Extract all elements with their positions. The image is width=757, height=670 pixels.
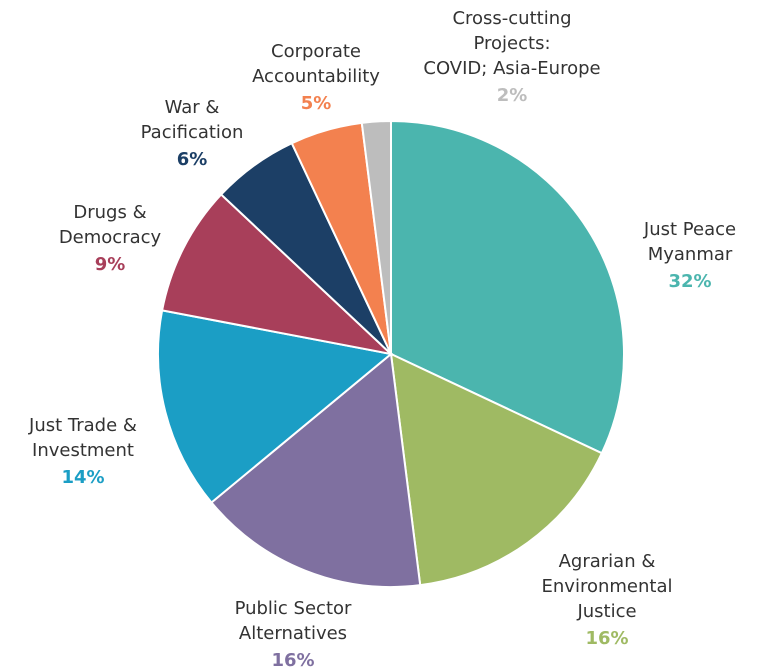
slice: [160, 193, 395, 356]
slice: [360, 119, 392, 355]
label-line: Cross-cutting: [452, 8, 571, 29]
label-line: Environmental: [542, 576, 673, 597]
label-line: COVID; Asia-Europe: [423, 58, 600, 79]
value-label: 32%: [668, 271, 711, 292]
label-line: Pacification: [141, 122, 244, 143]
slice-label: Drugs & Democracy: [59, 202, 162, 248]
value-label: 2%: [497, 85, 528, 106]
slice-label: Agrarian & Environmental Justice: [542, 551, 673, 622]
label-line: Agrarian &: [559, 551, 656, 572]
value-label: 6%: [177, 149, 208, 170]
value-label: 5%: [301, 93, 332, 114]
label-line: Accountability: [252, 66, 380, 87]
label-line: Investment: [32, 440, 134, 461]
slice-label: Cross-cutting Projects: COVID; Asia-Europe: [423, 8, 600, 79]
slice: [210, 352, 422, 588]
value-label: 9%: [95, 254, 126, 275]
label-line: Alternatives: [239, 623, 347, 644]
slice-label: Corporate Accountability: [252, 41, 380, 87]
label-line: Just Trade &: [28, 415, 137, 436]
label-line: Projects:: [473, 33, 550, 54]
slice-label: Just Trade & Investment: [28, 415, 137, 461]
value-label: 16%: [585, 628, 628, 649]
label-line: Drugs &: [73, 202, 146, 223]
slice: [389, 352, 604, 587]
label-line: Democracy: [59, 227, 162, 248]
slice-label: Just Peace Myanmar: [643, 219, 736, 265]
label-line: Corporate: [271, 41, 361, 62]
label-line: Myanmar: [648, 244, 733, 265]
value-label: 16%: [271, 650, 314, 670]
slice-label: Public Sector Alternatives: [235, 598, 352, 644]
label-line: War &: [165, 97, 220, 118]
value-label: 14%: [61, 467, 104, 488]
label-line: Just Peace: [643, 219, 736, 240]
label-line: Public Sector: [235, 598, 352, 619]
slice: [390, 119, 625, 455]
slice: [157, 309, 394, 504]
slice-label: War & Pacification: [141, 97, 244, 143]
label-line: Justice: [576, 601, 636, 622]
